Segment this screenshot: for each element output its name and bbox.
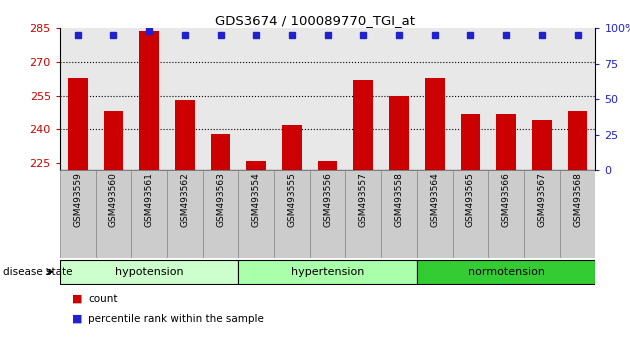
Bar: [167, 170, 203, 258]
Bar: [318, 161, 338, 170]
Bar: [452, 170, 488, 258]
Bar: [96, 170, 131, 258]
Bar: [417, 170, 452, 258]
Text: GSM493563: GSM493563: [216, 172, 225, 228]
Bar: [488, 170, 524, 258]
Text: GSM493562: GSM493562: [180, 172, 189, 227]
Text: ■: ■: [72, 294, 83, 304]
Bar: [417, 260, 595, 284]
Text: GSM493561: GSM493561: [145, 172, 154, 228]
Text: ■: ■: [72, 314, 83, 324]
Text: GSM493557: GSM493557: [359, 172, 368, 228]
Bar: [203, 170, 238, 258]
Text: GSM493559: GSM493559: [73, 172, 82, 228]
Text: GSM493568: GSM493568: [573, 172, 582, 228]
Text: GSM493566: GSM493566: [501, 172, 510, 228]
Text: hypertension: hypertension: [291, 267, 364, 277]
Bar: [274, 170, 310, 258]
Bar: [496, 114, 516, 170]
Bar: [310, 170, 345, 258]
Bar: [139, 30, 159, 170]
Bar: [175, 100, 195, 170]
Bar: [68, 78, 88, 170]
Text: normotension: normotension: [467, 267, 544, 277]
Text: GSM493565: GSM493565: [466, 172, 475, 228]
Bar: [131, 170, 167, 258]
Text: GSM493554: GSM493554: [252, 172, 261, 227]
Bar: [532, 120, 552, 170]
Bar: [60, 260, 238, 284]
Bar: [238, 260, 417, 284]
Bar: [60, 170, 96, 258]
Text: count: count: [88, 294, 118, 304]
Text: GSM493556: GSM493556: [323, 172, 332, 228]
Bar: [210, 134, 231, 170]
Bar: [381, 170, 417, 258]
Bar: [389, 96, 409, 170]
Text: GSM493567: GSM493567: [537, 172, 546, 228]
Text: hypotension: hypotension: [115, 267, 183, 277]
Text: GSM493558: GSM493558: [394, 172, 403, 228]
Bar: [238, 170, 274, 258]
Bar: [524, 170, 559, 258]
Bar: [345, 170, 381, 258]
Bar: [425, 78, 445, 170]
Bar: [559, 170, 595, 258]
Bar: [282, 125, 302, 170]
Bar: [246, 161, 266, 170]
Bar: [103, 112, 123, 170]
Text: GSM493555: GSM493555: [287, 172, 296, 228]
Text: disease state: disease state: [3, 267, 72, 277]
Text: GSM493564: GSM493564: [430, 172, 439, 227]
Bar: [568, 112, 587, 170]
Text: GSM493560: GSM493560: [109, 172, 118, 228]
Bar: [461, 114, 480, 170]
Text: GDS3674 / 100089770_TGI_at: GDS3674 / 100089770_TGI_at: [215, 14, 415, 27]
Text: percentile rank within the sample: percentile rank within the sample: [88, 314, 264, 324]
Bar: [353, 80, 373, 170]
